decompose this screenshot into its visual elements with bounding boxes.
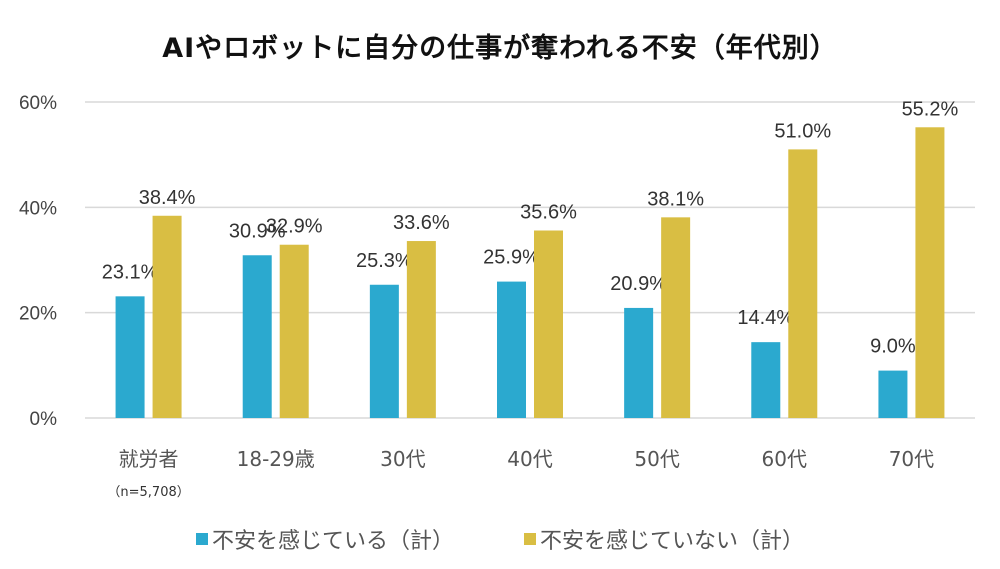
x-tick-label: 40代: [507, 447, 552, 471]
bar-not-worried: [152, 215, 182, 418]
x-tick-label: 就労者: [119, 447, 179, 471]
data-label: 38.4%: [139, 187, 196, 209]
bar-worried: [497, 281, 526, 418]
x-tick-label: 60代: [762, 447, 807, 471]
x-tick-label: 50代: [634, 447, 679, 471]
bar-not-worried: [534, 230, 563, 418]
data-label: 25.3%: [356, 250, 413, 272]
bar-worried: [878, 370, 908, 418]
legend-item-not-worried: 不安を感じていない（計）: [524, 523, 804, 555]
data-label: 23.1%: [102, 261, 159, 283]
y-tick-label: 60%: [19, 93, 57, 114]
data-label: 25.9%: [483, 247, 540, 269]
legend-label-worried: 不安を感じている（計）: [211, 529, 454, 554]
data-label: 51.0%: [774, 120, 831, 142]
bar-not-worried: [915, 127, 945, 418]
x-tick-label: 30代: [380, 447, 425, 471]
x-tick-label: 70代: [889, 447, 934, 471]
data-label: 38.1%: [647, 188, 704, 210]
legend-swatch-worried: [195, 533, 208, 545]
y-tick-label: 40%: [19, 198, 57, 219]
bar-not-worried: [661, 217, 691, 418]
data-label: 30.9%: [229, 220, 286, 242]
data-label: 32.9%: [266, 216, 323, 238]
legend-label-not-worried: 不安を感じていない（計）: [540, 529, 805, 554]
y-tick-label: 20%: [19, 304, 57, 325]
data-label: 9.0%: [870, 336, 916, 358]
bar-worried: [242, 255, 272, 418]
bar-worried: [624, 307, 654, 418]
legend: 不安を感じている（計） 不安を感じていない（計）: [0, 523, 1000, 555]
sample-size-note: （n=5,708）: [107, 485, 189, 500]
bar-worried: [369, 284, 399, 418]
y-tick-label: 0%: [30, 409, 58, 430]
data-label: 20.9%: [610, 273, 667, 295]
bar-worried: [115, 296, 145, 418]
bar-not-worried: [788, 149, 818, 418]
legend-swatch-not-worried: [524, 533, 536, 545]
data-label: 14.4%: [737, 307, 794, 329]
x-tick-label: 18-29歳: [237, 447, 315, 471]
bar-worried: [751, 342, 781, 418]
chart-title: AIやロボットに自分の仕事が奪われる不安（年代別）: [162, 33, 838, 64]
bar-not-worried: [279, 244, 309, 418]
bar-not-worried: [406, 241, 436, 418]
legend-item-worried: 不安を感じている（計）: [195, 523, 454, 555]
data-label: 33.6%: [393, 212, 450, 234]
data-label: 35.6%: [520, 202, 577, 224]
data-label: 55.2%: [902, 98, 959, 120]
